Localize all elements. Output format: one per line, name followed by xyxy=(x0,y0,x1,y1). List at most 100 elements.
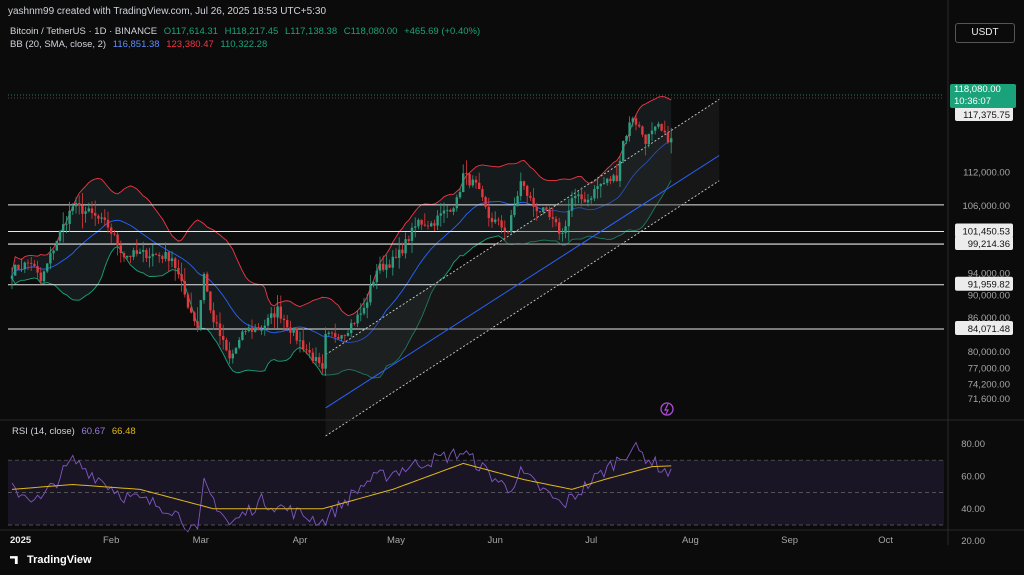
candle[interactable] xyxy=(494,211,497,224)
candle[interactable] xyxy=(68,201,71,232)
candle[interactable] xyxy=(340,334,343,342)
candle[interactable] xyxy=(222,324,225,350)
candle[interactable] xyxy=(311,348,314,364)
candle[interactable] xyxy=(106,211,110,233)
candle[interactable] xyxy=(468,172,471,189)
candle[interactable] xyxy=(218,312,222,345)
candle[interactable] xyxy=(145,248,148,263)
candle[interactable] xyxy=(455,194,458,212)
candle[interactable] xyxy=(647,133,650,148)
candle[interactable] xyxy=(580,187,583,207)
candle[interactable] xyxy=(430,221,433,227)
candle[interactable] xyxy=(103,209,106,227)
candle[interactable] xyxy=(385,254,388,278)
candle[interactable] xyxy=(263,319,266,336)
channel-mid-line[interactable] xyxy=(325,155,720,409)
lightning-icon[interactable] xyxy=(660,402,674,416)
candle[interactable] xyxy=(327,330,330,337)
candle[interactable] xyxy=(529,192,532,201)
candle[interactable] xyxy=(36,260,39,280)
candle[interactable] xyxy=(84,206,87,223)
candle[interactable] xyxy=(247,324,250,333)
candle[interactable] xyxy=(58,229,62,244)
candle[interactable] xyxy=(350,319,353,338)
candle[interactable] xyxy=(401,242,404,257)
candle[interactable] xyxy=(273,307,276,329)
candle[interactable] xyxy=(158,252,161,263)
candle[interactable] xyxy=(359,303,362,322)
candle[interactable] xyxy=(135,239,138,257)
candle[interactable] xyxy=(506,230,510,235)
candle[interactable] xyxy=(241,329,244,341)
candle[interactable] xyxy=(90,201,94,219)
candle[interactable] xyxy=(289,320,292,344)
candle[interactable] xyxy=(442,202,446,223)
candle[interactable] xyxy=(276,295,279,329)
candle[interactable] xyxy=(369,274,372,306)
candle[interactable] xyxy=(641,125,644,138)
candle[interactable] xyxy=(657,121,660,129)
candle[interactable] xyxy=(404,232,407,259)
candle[interactable] xyxy=(590,195,593,204)
candle[interactable] xyxy=(654,125,657,135)
candle[interactable] xyxy=(375,264,378,290)
candle[interactable] xyxy=(660,123,663,132)
candle[interactable] xyxy=(257,323,260,331)
candle[interactable] xyxy=(142,241,145,263)
candle[interactable] xyxy=(388,259,391,269)
candle[interactable] xyxy=(362,297,366,316)
candle[interactable] xyxy=(398,237,401,269)
candle[interactable] xyxy=(465,160,468,185)
candle[interactable] xyxy=(20,258,23,273)
candle[interactable] xyxy=(334,323,337,343)
candle[interactable] xyxy=(225,337,228,352)
candle[interactable] xyxy=(516,191,519,207)
candle[interactable] xyxy=(174,256,177,281)
candle[interactable] xyxy=(343,334,346,342)
candle[interactable] xyxy=(161,254,164,264)
candle[interactable] xyxy=(644,134,647,156)
candle[interactable] xyxy=(126,255,129,260)
candle[interactable] xyxy=(250,319,254,339)
candle[interactable] xyxy=(439,203,442,227)
candle[interactable] xyxy=(666,125,670,144)
currency-selector[interactable]: USDT xyxy=(955,23,1015,43)
candle[interactable] xyxy=(394,248,398,259)
candle[interactable] xyxy=(215,315,218,328)
candle[interactable] xyxy=(615,164,618,182)
candle[interactable] xyxy=(180,262,183,292)
candle[interactable] xyxy=(81,193,84,229)
candle[interactable] xyxy=(382,255,385,272)
candle[interactable] xyxy=(618,155,622,187)
candle[interactable] xyxy=(538,211,542,214)
candle[interactable] xyxy=(462,164,465,193)
candle[interactable] xyxy=(129,255,132,264)
candle[interactable] xyxy=(324,327,327,376)
candle[interactable] xyxy=(282,314,286,332)
candle[interactable] xyxy=(542,207,545,215)
candle[interactable] xyxy=(231,349,234,364)
candle[interactable] xyxy=(193,311,196,326)
candle[interactable] xyxy=(254,324,257,333)
candle[interactable] xyxy=(593,185,596,202)
candle[interactable] xyxy=(378,256,382,274)
candle[interactable] xyxy=(138,248,142,254)
candle[interactable] xyxy=(423,213,426,227)
candle[interactable] xyxy=(42,270,46,285)
candle[interactable] xyxy=(318,352,321,368)
candle[interactable] xyxy=(30,256,33,271)
candle[interactable] xyxy=(596,176,599,199)
candle[interactable] xyxy=(270,307,273,325)
candle[interactable] xyxy=(602,177,606,185)
candle[interactable] xyxy=(116,231,119,256)
candle[interactable] xyxy=(535,202,538,221)
candle[interactable] xyxy=(100,212,103,223)
candle[interactable] xyxy=(526,184,529,204)
candle[interactable] xyxy=(497,217,500,226)
candle[interactable] xyxy=(417,218,420,230)
candle[interactable] xyxy=(586,194,590,207)
candle[interactable] xyxy=(154,252,158,256)
candle[interactable] xyxy=(33,260,36,267)
candle[interactable] xyxy=(206,271,209,293)
candle[interactable] xyxy=(122,251,126,262)
